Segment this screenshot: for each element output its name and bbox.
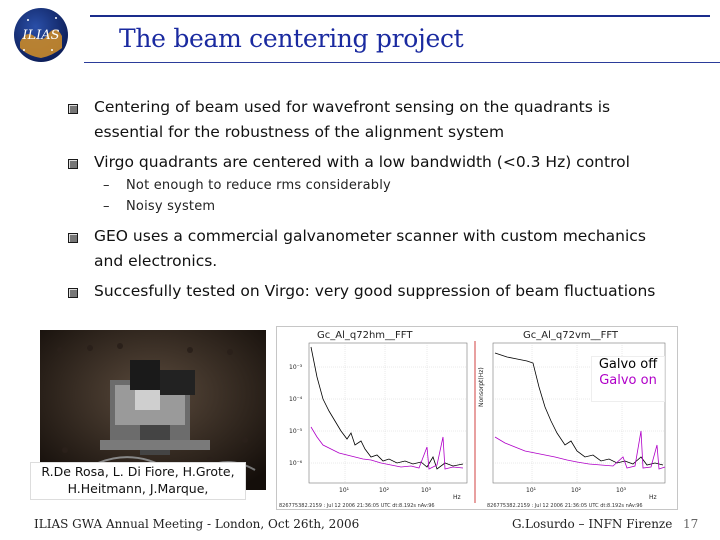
bullet-icon xyxy=(68,233,78,243)
bullet-icon xyxy=(68,104,78,114)
sub-bullet-dash: – xyxy=(103,199,110,214)
right-plot-caption: 826775382.2159 : Jul 12 2006 21:36:05 UT… xyxy=(487,503,643,509)
title-top-line xyxy=(90,15,710,17)
right-fft-panel: Gc_Al_q72vm__FFT Nonsorpt(Hz) 10¹ 10² 10… xyxy=(478,330,666,509)
x-tick-label: 10³ xyxy=(616,487,627,494)
sub-bullet-1: Not enough to reduce rms considerably xyxy=(126,178,391,193)
left-plot-title: Gc_Al_q72hm__FFT xyxy=(317,330,413,341)
footer-author: G.Losurdo – INFN Firenze xyxy=(512,517,673,531)
fft-spectrum-plot: Gc_Al_q72hm__FFT 10⁻³ 10⁻⁴ 10⁻⁵ 10⁻⁶ 10¹… xyxy=(276,326,678,510)
left-fft-panel: Gc_Al_q72hm__FFT 10⁻³ 10⁻⁴ 10⁻⁵ 10⁻⁶ 10¹… xyxy=(279,330,468,509)
bullet-1-line-1: Centering of beam used for wavefront sen… xyxy=(94,98,611,116)
legend-galvo-on: Galvo on xyxy=(599,373,657,388)
sub-bullet-dash: – xyxy=(103,178,110,193)
bullet-3-line-1: GEO uses a commercial galvanometer scann… xyxy=(94,227,646,245)
x-tick-label: 10¹ xyxy=(339,487,350,494)
logo-text: ILIAS xyxy=(21,28,59,43)
x-tick-label: 10² xyxy=(379,487,390,494)
bullet-2-line-1: Virgo quadrants are centered with a low … xyxy=(94,153,630,171)
right-plot-title: Gc_Al_q72vm__FFT xyxy=(523,330,619,341)
y-tick-label: 10⁻⁵ xyxy=(289,428,303,435)
title-rule xyxy=(84,62,720,63)
plot-legend: Galvo off Galvo on xyxy=(591,356,665,402)
left-plot-caption: 826775382.2159 : Jul 12 2006 21:36:05 UT… xyxy=(279,503,435,509)
x-tick-label: 10³ xyxy=(421,487,432,494)
galvo-on-trace-right xyxy=(494,430,666,470)
ilias-logo: ILIAS xyxy=(14,8,68,62)
authors-caption: R.De Rosa, L. Di Fiore, H.Grote, H.Heitm… xyxy=(30,462,246,500)
galvo-off-trace-left xyxy=(310,346,464,470)
y-tick-label: 10⁻⁶ xyxy=(289,460,303,467)
bullet-1-line-2: essential for the robustness of the alig… xyxy=(94,123,505,141)
y-axis-label: Nonsorpt(Hz) xyxy=(478,367,485,407)
x-unit-label: Hz xyxy=(649,494,657,501)
sub-bullet-2: Noisy system xyxy=(126,199,216,214)
legend-galvo-off: Galvo off xyxy=(598,357,658,372)
x-tick-label: 10² xyxy=(571,487,582,494)
slide-title: The beam centering project xyxy=(119,24,464,53)
authors-line-1: R.De Rosa, L. Di Fiore, H.Grote, xyxy=(41,464,235,479)
galvo-on-trace-left xyxy=(310,426,464,470)
x-unit-label: Hz xyxy=(453,494,461,501)
bullet-3-line-2: and electronics. xyxy=(94,252,218,270)
y-tick-label: 10⁻⁴ xyxy=(289,396,303,403)
page-number: 17 xyxy=(683,517,699,531)
x-tick-label: 10¹ xyxy=(526,487,537,494)
bullet-icon xyxy=(68,159,78,169)
bullet-icon xyxy=(68,288,78,298)
footer-meeting: ILIAS GWA Annual Meeting - London, Oct 2… xyxy=(34,517,360,531)
y-tick-label: 10⁻³ xyxy=(289,364,303,371)
bullet-4-line-1: Succesfully tested on Virgo: very good s… xyxy=(94,282,656,300)
authors-line-2: H.Heitmann, J.Marque, xyxy=(67,481,209,496)
